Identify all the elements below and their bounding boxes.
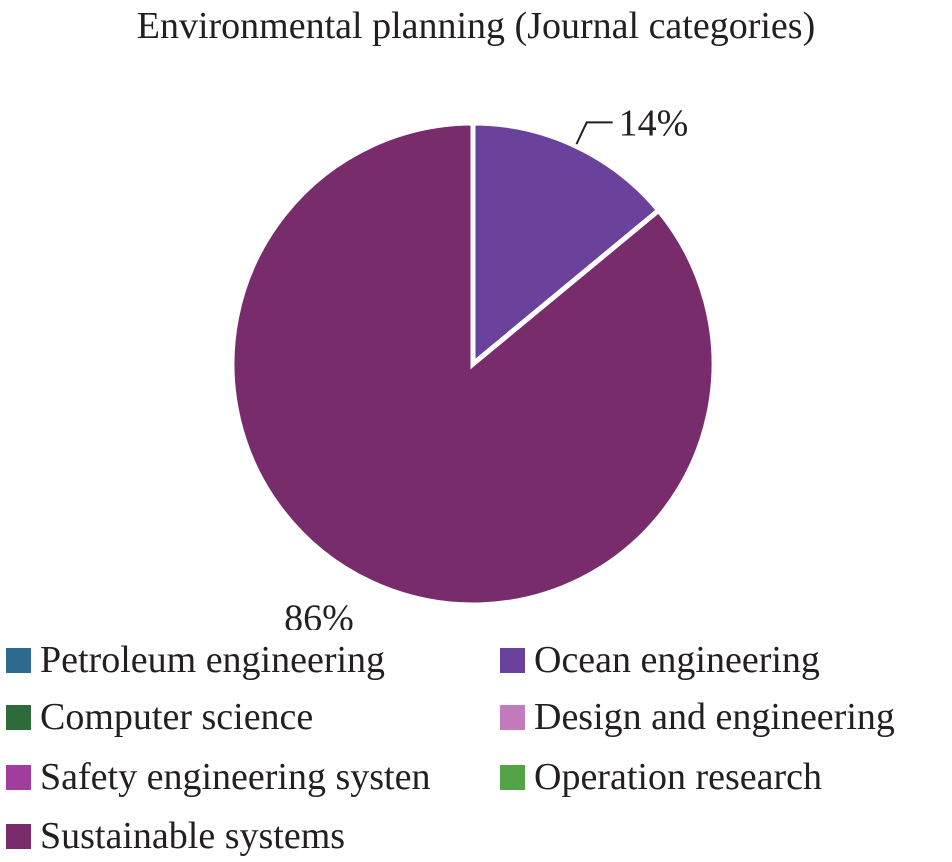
- legend-swatch: [500, 764, 525, 790]
- chart-title: Environmental planning (Journal categori…: [136, 5, 816, 47]
- legend-swatch: [6, 704, 31, 730]
- pie-data-label: 86%: [284, 597, 354, 630]
- pie-slice-sustainable-systems: [229, 120, 717, 608]
- legend-label: Petroleum engineering: [40, 639, 386, 681]
- legend-item-ocean-engineering: Ocean engineering: [500, 638, 820, 682]
- legend-swatch: [500, 647, 525, 673]
- pie-data-label: 14%: [619, 102, 689, 144]
- legend-item-computer-science: Computer science: [6, 695, 313, 739]
- pie-chart: 14% 86%: [229, 102, 717, 630]
- legend-item-safety-engineering-systen: Safety engineering systen: [6, 755, 430, 799]
- legend-item-design-and-engineering: Design and engineering: [500, 695, 895, 739]
- pie-data-labels: 14% 86%: [284, 102, 688, 630]
- legend-swatch: [500, 704, 525, 730]
- legend-label: Computer science: [40, 696, 314, 738]
- legend-swatch: [6, 764, 31, 790]
- legend-label: Design and engineering: [534, 696, 895, 738]
- legend-item-operation-research: Operation research: [500, 755, 822, 799]
- legend-item-petroleum-engineering: Petroleum engineering: [6, 638, 385, 682]
- pie-slices: [229, 120, 717, 608]
- legend-label: Ocean engineering: [534, 639, 820, 681]
- legend-label: Sustainable systems: [40, 815, 346, 857]
- legend-item-sustainable-systems: Sustainable systems: [6, 814, 345, 858]
- legend-swatch: [6, 647, 31, 673]
- pie-slice-ocean-engineering: [470, 120, 663, 370]
- leader-line: [575, 121, 613, 145]
- legend-label: Safety engineering systen: [40, 756, 431, 798]
- legend-swatch: [6, 823, 31, 849]
- legend-label: Operation research: [534, 756, 823, 798]
